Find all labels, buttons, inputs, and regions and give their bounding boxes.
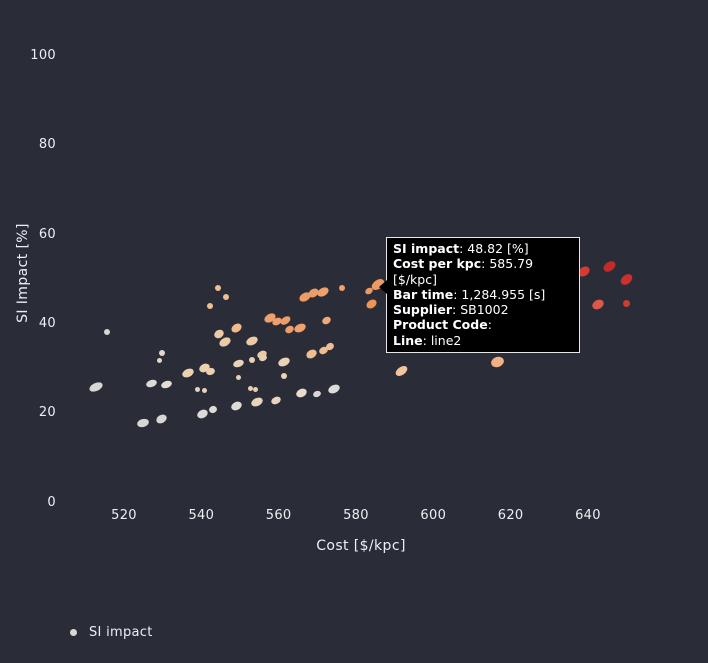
legend-item-si-impact[interactable]: SI impact xyxy=(70,625,153,640)
scatter-point[interactable] xyxy=(235,375,241,381)
scatter-point[interactable] xyxy=(602,258,618,274)
y-tick-label: 60 xyxy=(38,226,56,242)
scatter-point[interactable] xyxy=(326,382,342,396)
legend-label: SI impact xyxy=(89,625,153,640)
scatter-point[interactable] xyxy=(136,417,150,429)
scatter-point[interactable] xyxy=(231,358,245,370)
scatter-point[interactable] xyxy=(244,334,260,348)
scatter-point[interactable] xyxy=(229,321,243,335)
scatter-point[interactable] xyxy=(365,297,379,311)
scatter-point[interactable] xyxy=(158,349,165,356)
scatter-point[interactable] xyxy=(394,364,410,379)
scatter-point[interactable] xyxy=(276,355,292,369)
y-tick-label: 40 xyxy=(38,316,56,332)
scatter-point[interactable] xyxy=(144,378,158,390)
scatter-point[interactable] xyxy=(619,272,635,288)
scatter-point[interactable] xyxy=(248,356,255,363)
x-tick-label: 520 xyxy=(111,508,137,523)
scatter-point[interactable] xyxy=(207,404,218,414)
tooltip-caret-icon xyxy=(379,280,387,294)
tooltip-row: SI impact: 48.82 [%] xyxy=(393,241,529,256)
tooltip-row: Supplier: SB1002 xyxy=(393,302,509,318)
tooltip-row: Line: line2 xyxy=(393,332,462,348)
scatter-point[interactable] xyxy=(195,407,209,420)
scatter-point[interactable] xyxy=(88,380,105,394)
y-tick-label: 20 xyxy=(38,405,56,421)
scatter-point[interactable] xyxy=(281,372,288,379)
scatter-point[interactable] xyxy=(490,355,506,370)
x-tick-label: 580 xyxy=(343,508,369,523)
scatter-point[interactable] xyxy=(315,285,331,299)
scatter-point[interactable] xyxy=(258,353,268,363)
x-axis-title: Cost [$/kpc] xyxy=(316,538,406,554)
scatter-point[interactable] xyxy=(205,367,217,377)
y-tick-label: 100 xyxy=(30,48,56,64)
x-tick-label: 640 xyxy=(575,508,601,523)
scatter-point[interactable] xyxy=(623,299,631,307)
scatter-point[interactable] xyxy=(230,399,244,412)
scatter-point[interactable] xyxy=(312,389,322,398)
scatter-point[interactable] xyxy=(214,284,221,291)
scatter-point[interactable] xyxy=(195,387,201,393)
x-tick-label: 540 xyxy=(188,508,215,523)
scatter-point[interactable] xyxy=(339,284,346,291)
scatter-point[interactable] xyxy=(253,387,259,393)
scatter-point[interactable] xyxy=(206,302,213,309)
scatter-point[interactable] xyxy=(181,366,196,379)
scatter-point[interactable] xyxy=(590,297,606,312)
scatter-point[interactable] xyxy=(247,386,253,392)
y-axis-title: SI Impact [%] xyxy=(15,223,31,323)
tooltip-row: Bar time: 1,284.955 [s] xyxy=(393,286,546,302)
scatter-point[interactable] xyxy=(157,358,163,364)
x-tick-label: 620 xyxy=(497,508,524,523)
tooltip-row: Product Code: xyxy=(393,317,492,333)
y-tick-label: 80 xyxy=(38,137,56,153)
scatter-point[interactable] xyxy=(305,347,319,361)
tooltip-rows: SI impact: 48.82 [%] Cost per kpc: 585.79… xyxy=(393,241,573,348)
scatter-point[interactable] xyxy=(155,412,169,426)
x-tick-label: 560 xyxy=(265,508,292,523)
scatter-point[interactable] xyxy=(202,388,208,394)
scatter-point[interactable] xyxy=(223,293,230,300)
scatter-point[interactable] xyxy=(269,394,282,406)
scatter-point[interactable] xyxy=(159,379,173,391)
scatter-point[interactable] xyxy=(103,328,110,335)
y-tick-label: 0 xyxy=(47,494,56,510)
x-tick-label: 600 xyxy=(420,508,447,523)
legend-marker-icon xyxy=(70,629,77,636)
tooltip-row: Cost per kpc: 585.79 [$/kpc] xyxy=(393,256,534,287)
hover-tooltip: SI impact: 48.82 [%] Cost per kpc: 585.79… xyxy=(379,237,580,354)
scatter-point[interactable] xyxy=(292,321,308,335)
scatter-point[interactable] xyxy=(249,395,265,409)
scatter-point[interactable] xyxy=(321,314,333,326)
scatter-point[interactable] xyxy=(295,386,309,399)
